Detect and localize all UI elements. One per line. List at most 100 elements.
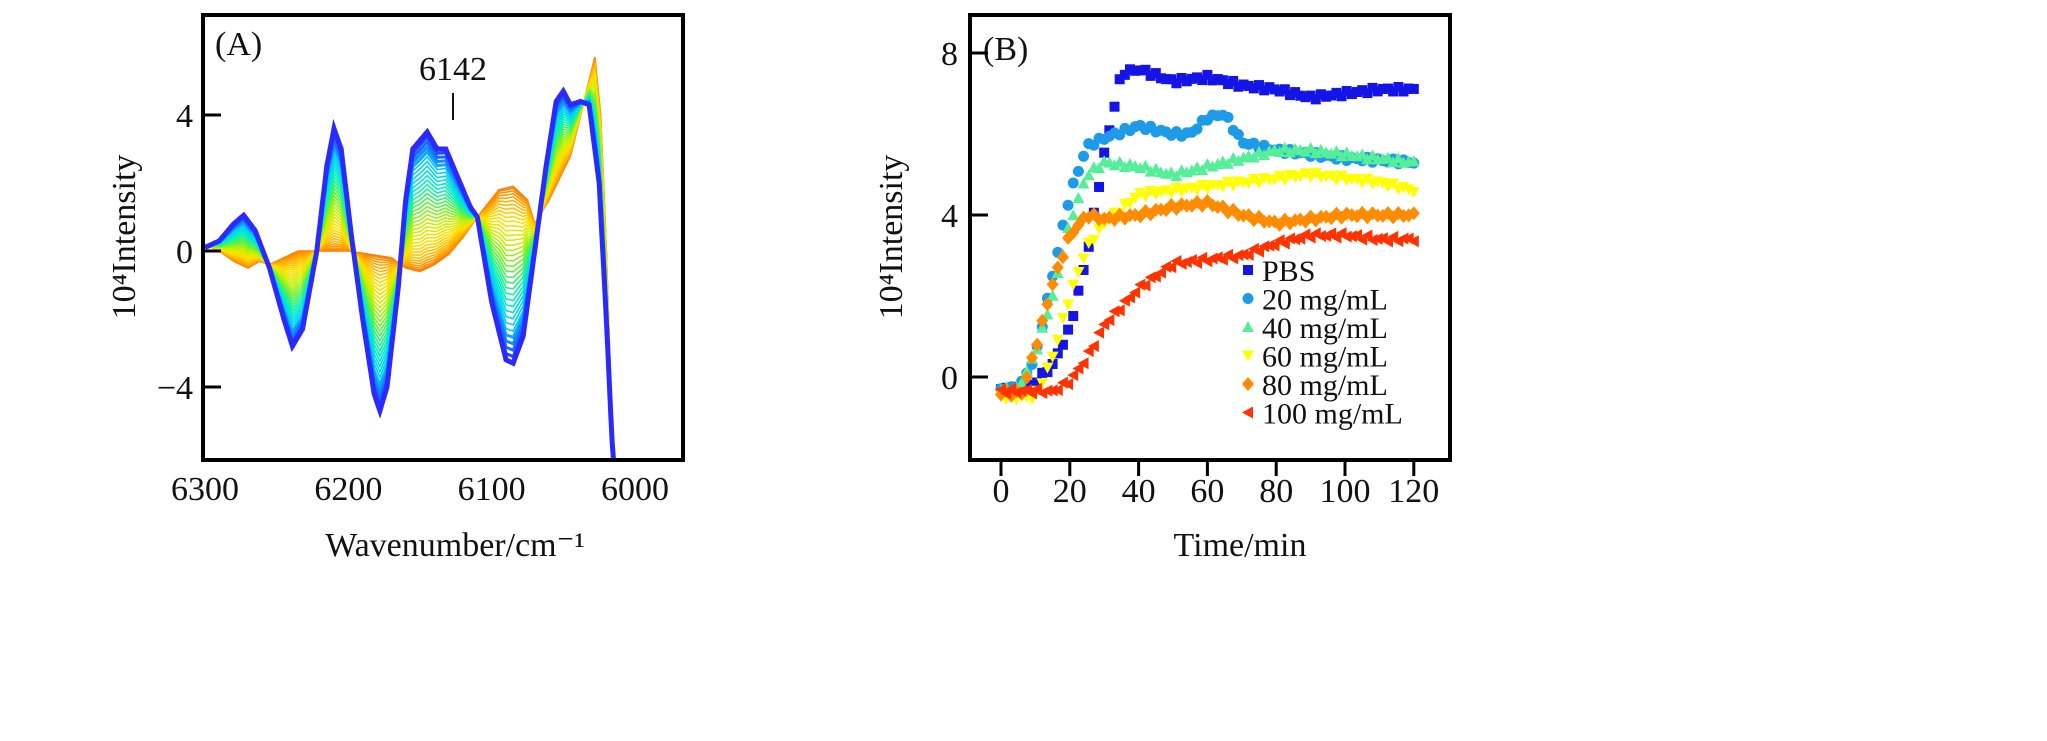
data-point bbox=[1119, 69, 1130, 80]
y-tick-label: 0 bbox=[941, 360, 958, 397]
data-point bbox=[1041, 297, 1054, 312]
data-point bbox=[1073, 285, 1084, 296]
data-point bbox=[1216, 181, 1229, 193]
panel-a-label: (A) bbox=[215, 26, 262, 63]
data-point bbox=[1191, 257, 1203, 270]
data-point bbox=[1165, 188, 1178, 200]
data-point bbox=[1077, 177, 1090, 189]
panel-b-label: (B) bbox=[983, 31, 1028, 68]
data-point bbox=[1377, 83, 1388, 94]
legend-marker bbox=[1242, 321, 1254, 332]
data-point bbox=[1051, 334, 1064, 346]
data-point bbox=[1330, 145, 1343, 157]
data-point bbox=[1212, 74, 1223, 85]
data-point bbox=[1067, 209, 1080, 221]
data-point bbox=[1078, 150, 1090, 162]
data-point bbox=[1078, 264, 1089, 275]
data-point bbox=[1025, 350, 1038, 365]
data-point bbox=[1206, 252, 1218, 265]
data-point bbox=[1109, 101, 1120, 112]
data-point bbox=[1129, 286, 1141, 299]
data-point bbox=[1366, 234, 1378, 247]
data-point bbox=[1227, 180, 1240, 192]
data-point bbox=[1134, 188, 1147, 200]
data-point bbox=[1196, 163, 1209, 175]
data-point bbox=[1036, 313, 1049, 328]
data-point bbox=[1072, 267, 1085, 279]
data-point bbox=[1315, 89, 1326, 100]
data-point bbox=[1407, 235, 1419, 248]
data-point bbox=[1161, 74, 1172, 85]
legend-label: 100 mg/mL bbox=[1262, 398, 1403, 431]
data-point bbox=[1087, 340, 1099, 353]
data-point bbox=[1290, 87, 1301, 98]
data-point bbox=[1150, 68, 1161, 79]
data-point bbox=[1300, 92, 1311, 103]
data-point bbox=[1124, 291, 1135, 304]
x-tick-label: 0 bbox=[993, 473, 1010, 510]
x-tick-label: 6100 bbox=[458, 471, 526, 508]
data-point bbox=[1331, 87, 1342, 98]
data-point bbox=[1113, 155, 1126, 167]
data-point bbox=[1104, 125, 1115, 136]
data-point bbox=[1046, 351, 1059, 363]
data-point bbox=[1367, 82, 1378, 93]
legend-marker bbox=[1242, 350, 1254, 362]
data-point bbox=[1051, 260, 1064, 275]
data-point bbox=[1072, 192, 1085, 204]
data-point bbox=[1238, 79, 1249, 90]
data-point bbox=[1357, 85, 1368, 96]
data-point bbox=[1144, 271, 1156, 284]
data-point bbox=[1165, 261, 1177, 274]
data-point bbox=[1279, 84, 1290, 95]
data-point bbox=[1392, 152, 1405, 164]
data-point bbox=[1129, 192, 1142, 204]
data-point bbox=[1356, 148, 1369, 160]
legend-label: 60 mg/mL bbox=[1262, 341, 1388, 374]
data-point bbox=[1253, 177, 1265, 189]
y-tick-label: 4 bbox=[176, 98, 193, 135]
data-point bbox=[1154, 266, 1166, 279]
x-tick-label: 120 bbox=[1388, 473, 1439, 510]
spectra-curves bbox=[203, 56, 616, 461]
data-point bbox=[1305, 90, 1316, 101]
data-point bbox=[1232, 249, 1244, 262]
spectrum-curve bbox=[203, 86, 616, 461]
data-point bbox=[1067, 279, 1080, 291]
data-point bbox=[1407, 155, 1420, 167]
data-point bbox=[1269, 84, 1280, 95]
data-point bbox=[1283, 146, 1296, 158]
data-point bbox=[1114, 74, 1125, 85]
data-point bbox=[1139, 159, 1152, 171]
data-point bbox=[1155, 73, 1166, 84]
data-point bbox=[1041, 384, 1053, 397]
y-tick-label: 0 bbox=[176, 234, 193, 271]
legend-item: 60 mg/mL bbox=[1242, 341, 1388, 374]
data-point bbox=[1233, 81, 1244, 92]
data-point bbox=[1299, 145, 1312, 157]
data-point bbox=[1259, 85, 1270, 96]
data-point bbox=[1407, 206, 1420, 221]
data-point bbox=[1130, 65, 1141, 76]
data-point bbox=[1051, 384, 1063, 397]
x-tick-label: 20 bbox=[1053, 473, 1087, 510]
data-point bbox=[1139, 191, 1152, 203]
data-point bbox=[1170, 182, 1183, 194]
data-point bbox=[1082, 345, 1094, 358]
data-point bbox=[1273, 171, 1286, 183]
data-point bbox=[1326, 90, 1337, 101]
data-point bbox=[1388, 86, 1399, 97]
panel-b-axes-frame bbox=[968, 13, 1452, 462]
data-point bbox=[1072, 362, 1084, 375]
data-point bbox=[1185, 164, 1198, 176]
data-point bbox=[1099, 147, 1110, 158]
data-point bbox=[1160, 260, 1172, 273]
legend-label: PBS bbox=[1262, 255, 1315, 288]
data-point bbox=[1295, 90, 1306, 101]
data-point bbox=[1067, 369, 1079, 382]
spectrum-curve bbox=[204, 95, 615, 461]
data-point bbox=[1407, 187, 1420, 199]
panel-a: (A) 6142 −4 0 4 6300 6200 6100 6000 Wavenumbe… bbox=[106, 13, 685, 564]
data-point bbox=[1087, 235, 1100, 247]
